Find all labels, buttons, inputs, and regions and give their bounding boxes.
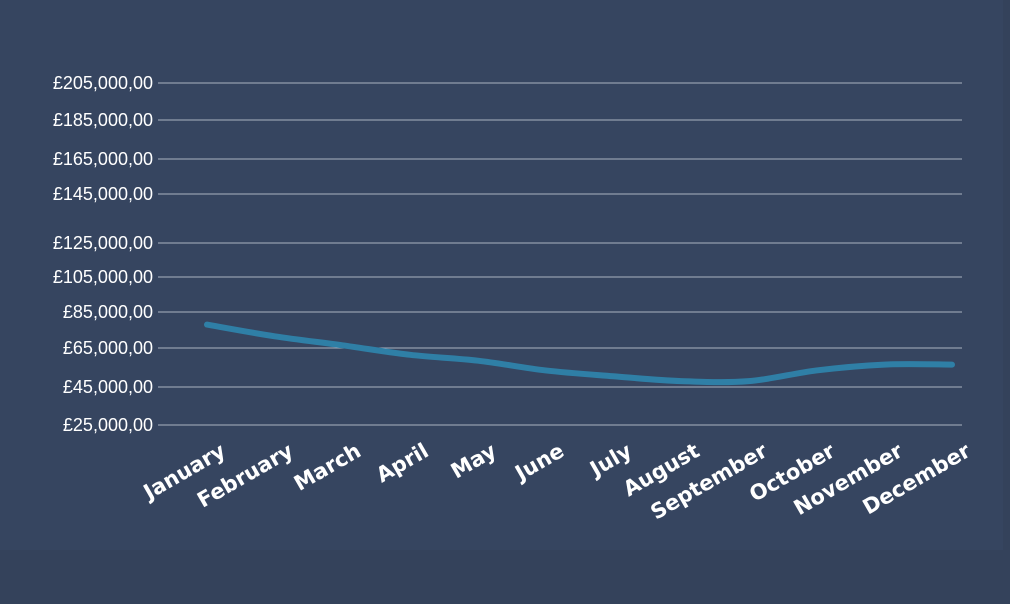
y-tick-label: £65,000,00 xyxy=(63,338,153,358)
y-tick-label: £145,000,00 xyxy=(53,184,153,204)
y-axis-ticks: £25,000,00 £45,000,00 £65,000,00 £85,000,00… xyxy=(53,73,153,435)
y-tick-label: £165,000,00 xyxy=(53,149,153,169)
y-tick-label: £45,000,00 xyxy=(63,377,153,397)
x-tick-label: April xyxy=(372,439,433,488)
chart-panel xyxy=(0,0,1003,550)
x-tick-label: March xyxy=(290,439,365,496)
series-layer xyxy=(204,321,955,386)
y-tick-label: £25,000,00 xyxy=(63,415,153,435)
y-tick-label: £105,000,00 xyxy=(53,267,153,287)
y-tick-label: £125,000,00 xyxy=(53,233,153,253)
x-tick-label: May xyxy=(447,438,501,483)
grid-lines xyxy=(158,82,962,426)
x-tick-label: June xyxy=(509,439,568,487)
series-line xyxy=(204,321,955,386)
y-tick-label: £205,000,00 xyxy=(53,73,153,93)
y-tick-label: £185,000,00 xyxy=(53,110,153,130)
y-tick-label: £85,000,00 xyxy=(63,302,153,322)
